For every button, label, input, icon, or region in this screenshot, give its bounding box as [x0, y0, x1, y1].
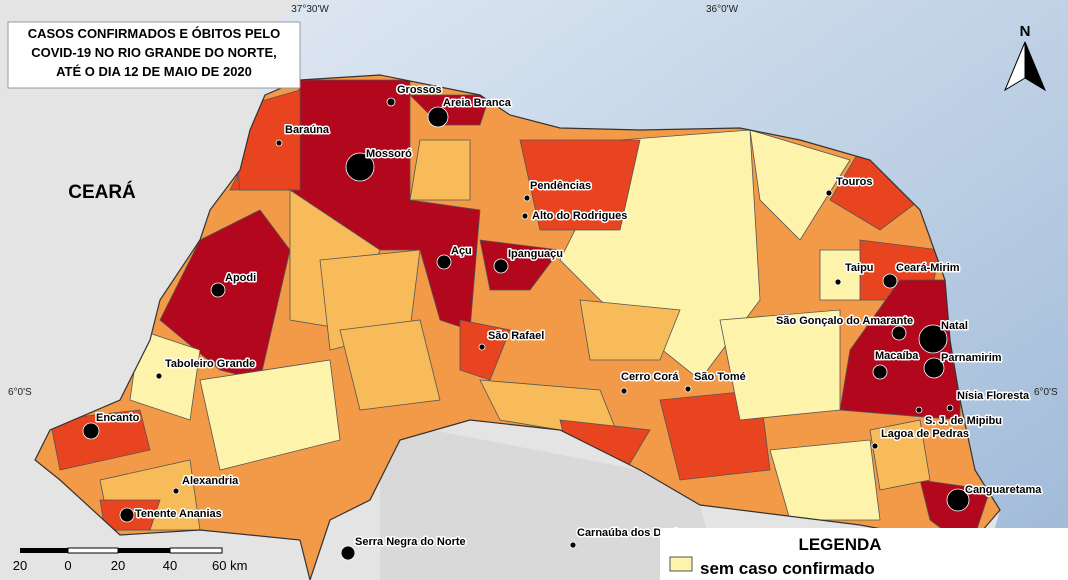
- city-dot: [946, 488, 970, 512]
- city-label: Serra Negra do Norte: [355, 536, 466, 548]
- state-label: CEARÁ: [68, 181, 136, 203]
- scale-label: 20: [111, 558, 125, 573]
- city-label: Lagoa de Pedras: [881, 428, 969, 440]
- city-dot: [345, 152, 375, 182]
- city-dot: [871, 442, 879, 450]
- latitude-label: 6°0'S: [1034, 387, 1058, 398]
- city-dot: [172, 487, 180, 495]
- city-dot: [684, 385, 692, 393]
- city-dot: [523, 194, 531, 202]
- city-dot: [155, 372, 163, 380]
- city-label: Ipanguaçu: [508, 248, 563, 260]
- title-line: COVID-19 NO RIO GRANDE DO NORTE,: [31, 45, 277, 60]
- city-label: Natal: [941, 320, 968, 332]
- title-box: [7, 21, 301, 89]
- city-label: São Rafael: [488, 330, 544, 342]
- legend-item: sem caso confirmado: [700, 559, 875, 578]
- city-dot: [210, 282, 226, 298]
- title-line: CASOS CONFIRMADOS E ÓBITOS PELO: [28, 26, 281, 41]
- north-label: N: [1020, 23, 1031, 40]
- longitude-label: 36°0'W: [706, 4, 739, 15]
- city-dot: [882, 273, 898, 289]
- legend: LEGENDA sem caso confirmado: [660, 528, 1068, 580]
- city-label: Pendências: [530, 180, 591, 192]
- title-line: ATÉ O DIA 12 DE MAIO DE 2020: [56, 64, 252, 79]
- city-label: Nísia Floresta: [957, 390, 1030, 402]
- city-dot: [521, 212, 529, 220]
- city-dot: [620, 387, 628, 395]
- city-dot: [825, 189, 833, 197]
- city-dot: [946, 404, 954, 412]
- city-label: Touros: [836, 176, 872, 188]
- city-dot: [569, 541, 577, 549]
- city-dot: [82, 422, 100, 440]
- city-label: Alexandria: [182, 475, 239, 487]
- city-dot: [918, 324, 948, 354]
- city-label: Taipu: [845, 262, 874, 274]
- city-dot: [834, 278, 842, 286]
- city-label: Apodi: [225, 272, 256, 284]
- legend-box: [660, 528, 1068, 580]
- scale-label: 40: [163, 558, 177, 573]
- city-dot: [436, 254, 452, 270]
- city-dot: [872, 364, 888, 380]
- longitude-label: 37°30'W: [291, 4, 329, 15]
- city-label: Tenente Ananias: [135, 508, 222, 520]
- city-label: Taboleiro Grande: [165, 358, 255, 370]
- city-label: S. J. de Mipibu: [925, 415, 1002, 427]
- city-dot: [923, 357, 945, 379]
- city-dot: [340, 545, 356, 561]
- city-label: São Tomé: [694, 371, 746, 383]
- city-dot: [427, 106, 449, 128]
- city-label: Canguaretama: [965, 484, 1042, 496]
- north-arrow: N: [1003, 23, 1047, 92]
- neighbor-state: [380, 420, 720, 580]
- city-label: Mossoró: [366, 148, 412, 160]
- city-label: Macaíba: [875, 350, 919, 362]
- legend-swatch: [669, 556, 693, 572]
- city-label: Açu: [451, 245, 472, 257]
- city-dot: [493, 258, 509, 274]
- city-label: Cerro Corá: [621, 371, 679, 383]
- city-label: Baraúna: [285, 124, 330, 136]
- scale-label: 0: [64, 558, 71, 573]
- ocean: [240, 0, 1068, 580]
- city-label: São Gonçalo do Amarante: [776, 315, 913, 327]
- city-dot: [915, 406, 923, 414]
- city-dot: [386, 97, 396, 107]
- city-dot: [478, 343, 486, 351]
- latitude-label: 6°0'S: [8, 387, 32, 398]
- city-dot: [275, 139, 283, 147]
- scale-label: 20: [13, 558, 27, 573]
- city-dot: [119, 507, 135, 523]
- city-label: Areia Branca: [443, 97, 512, 109]
- city-label: Grossos: [397, 84, 442, 96]
- city-label: Ceará-Mirim: [896, 262, 960, 274]
- city-label: Encanto: [96, 412, 140, 424]
- legend-title: LEGENDA: [798, 535, 881, 554]
- coordinates: 37°30'W 36°0'W 6°0'S 6°0'S: [8, 4, 1058, 398]
- scale-label: 60 km: [212, 558, 247, 573]
- city-label: Alto do Rodrigues: [532, 210, 627, 222]
- city-label: Parnamirim: [941, 352, 1002, 364]
- city-dot: [891, 325, 907, 341]
- scale-bar: 20 0 20 40 60 km: [13, 547, 247, 573]
